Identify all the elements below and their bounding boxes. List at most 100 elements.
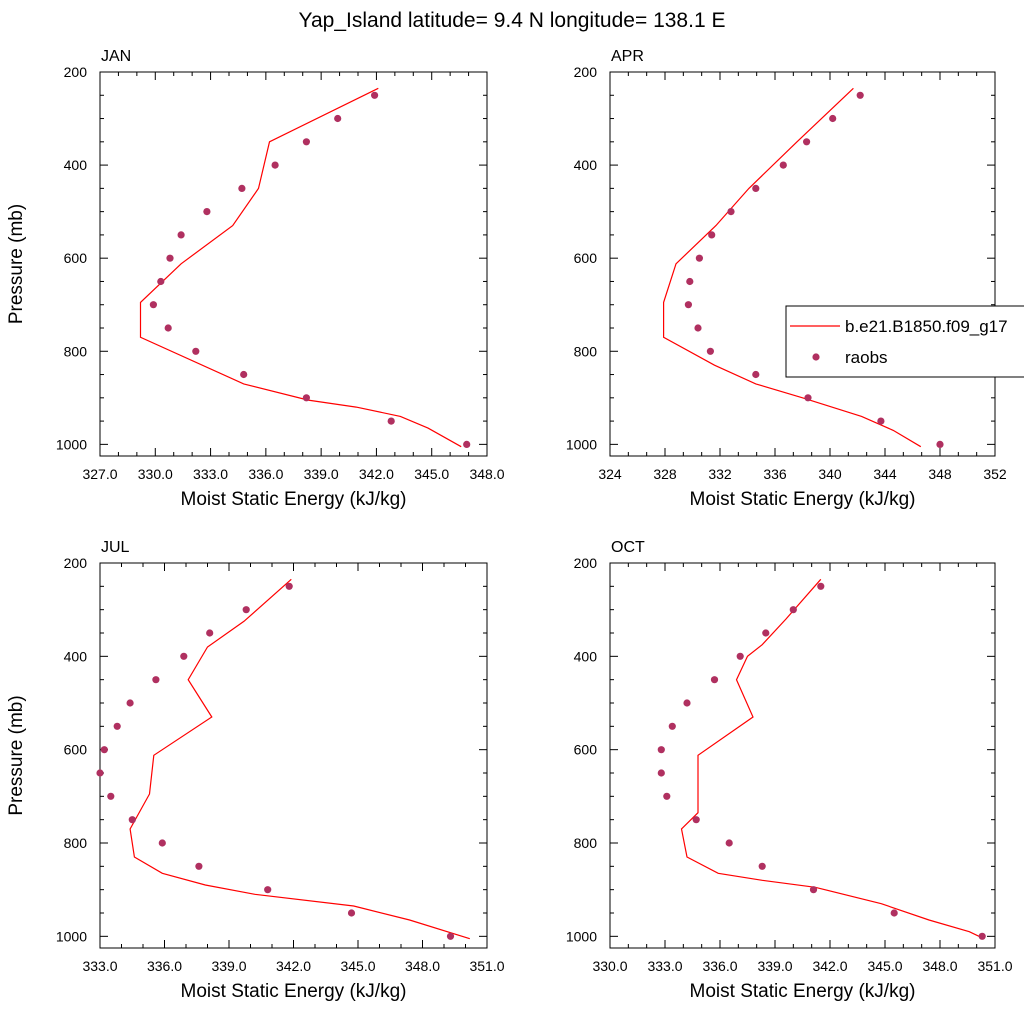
legend-label-raobs: raobs xyxy=(845,348,888,367)
x-tick-label: 351.0 xyxy=(469,958,504,974)
y-tick-label: 1000 xyxy=(566,436,597,452)
raobs-point xyxy=(371,91,379,99)
plot-frame xyxy=(99,71,488,457)
raobs-point xyxy=(463,440,471,448)
model-line xyxy=(129,578,470,940)
raobs-point xyxy=(752,184,760,192)
y-tick-label: 200 xyxy=(64,64,88,80)
y-tick-label: 400 xyxy=(574,157,598,173)
raobs-point xyxy=(164,324,172,332)
legend-marker-swatch xyxy=(812,353,820,361)
x-tick-label: 336.0 xyxy=(147,958,182,974)
y-tick-label: 200 xyxy=(64,555,88,571)
raobs-point xyxy=(803,138,811,146)
model-line xyxy=(662,87,922,448)
y-tick-label: 400 xyxy=(64,157,88,173)
x-tick-label: 333.0 xyxy=(82,958,117,974)
raobs-point xyxy=(695,254,704,262)
raobs-point xyxy=(684,301,693,309)
raobs-point xyxy=(446,932,455,940)
raobs-point xyxy=(195,862,203,870)
raobs-point xyxy=(779,161,787,169)
raobs-point xyxy=(128,816,136,824)
raobs-point xyxy=(334,114,342,123)
raobs-point xyxy=(285,582,293,590)
x-tick-label: 336.0 xyxy=(248,466,283,482)
plot-frame xyxy=(609,71,996,457)
raobs-point xyxy=(387,417,395,425)
raobs-point xyxy=(238,184,246,192)
y-tick-label: 1000 xyxy=(56,436,87,452)
x-axis-label: Moist Static Energy (kJ/kg) xyxy=(181,489,407,510)
raobs-point xyxy=(203,208,211,216)
raobs-point xyxy=(152,676,160,684)
y-axis-label: Pressure (mb) xyxy=(6,204,27,324)
raobs-point xyxy=(856,91,864,99)
y-tick-label: 200 xyxy=(574,555,598,571)
y-tick-label: 800 xyxy=(64,343,88,359)
y-tick-label: 800 xyxy=(574,343,598,359)
plot-frame xyxy=(99,562,488,949)
model-line xyxy=(139,87,462,448)
x-tick-label: 345.0 xyxy=(867,958,902,974)
y-tick-label: 400 xyxy=(64,648,88,664)
raobs-point xyxy=(758,862,766,870)
raobs-point xyxy=(829,114,837,123)
raobs-point xyxy=(668,722,676,730)
raobs-point xyxy=(890,909,898,917)
raobs-point xyxy=(192,347,200,355)
panel-oct: 330.0 333.0 336.0 339.0 342.0 345.0 348.0 351.0… xyxy=(566,539,1013,1002)
raobs-point xyxy=(877,417,885,425)
x-tick-label: 340 xyxy=(818,466,842,482)
raobs-point xyxy=(809,886,818,894)
x-tick-label: 342.0 xyxy=(359,466,394,482)
raobs-point xyxy=(107,792,115,800)
panel-apr: 324 328 332 336 340 344 348 352 200 400 600 800 1000… xyxy=(566,48,1007,510)
x-tick-label: 327.0 xyxy=(82,466,117,482)
y-axis-label: Pressure (mb) xyxy=(6,695,27,815)
raobs-point xyxy=(686,277,694,286)
y-tick-label: 200 xyxy=(574,64,598,80)
raobs-point xyxy=(657,746,665,754)
x-tick-label: 351.0 xyxy=(977,958,1012,974)
panel-label: APR xyxy=(611,48,644,65)
x-tick-label: 332 xyxy=(708,466,732,482)
x-axis-label: Moist Static Energy (kJ/kg) xyxy=(181,981,407,1002)
raobs-point xyxy=(657,769,665,777)
raobs-point xyxy=(789,606,797,614)
x-tick-label: 342.0 xyxy=(276,958,311,974)
y-tick-label: 1000 xyxy=(56,928,87,944)
raobs-point xyxy=(706,347,715,355)
raobs-point xyxy=(157,277,165,286)
x-tick-label: 348.0 xyxy=(405,958,440,974)
raobs-point xyxy=(817,582,825,590)
raobs-point xyxy=(736,652,744,660)
x-tick-label: 339.0 xyxy=(757,958,792,974)
legend-box xyxy=(785,305,1024,378)
y-tick-label: 400 xyxy=(574,648,598,664)
y-tick-label: 600 xyxy=(574,742,598,758)
x-tick-label: 324 xyxy=(598,466,622,482)
raobs-point xyxy=(708,231,716,239)
raobs-point xyxy=(126,699,134,707)
panel-jan: 327.0 330.0 333.0 336.0 339.0 342.0 345.0 348.0… xyxy=(6,48,505,510)
raobs-point xyxy=(242,606,250,614)
panel-label: JUL xyxy=(101,539,130,556)
raobs-point xyxy=(694,324,702,332)
raobs-point xyxy=(96,769,104,777)
raobs-point xyxy=(113,722,121,730)
y-tick-label: 800 xyxy=(574,835,598,851)
raobs-point xyxy=(663,792,671,800)
x-tick-label: 342.0 xyxy=(812,958,847,974)
y-tick-label: 800 xyxy=(64,835,88,851)
raobs-point xyxy=(271,161,279,169)
raobs-point xyxy=(727,208,735,216)
raobs-point xyxy=(180,652,188,660)
x-axis-label: Moist Static Energy (kJ/kg) xyxy=(690,981,916,1002)
y-tick-label: 1000 xyxy=(566,928,597,944)
x-tick-label: 330.0 xyxy=(138,466,173,482)
x-tick-label: 336.0 xyxy=(702,958,737,974)
x-tick-label: 330.0 xyxy=(592,958,627,974)
raobs-point xyxy=(302,394,310,402)
x-tick-label: 336 xyxy=(763,466,787,482)
